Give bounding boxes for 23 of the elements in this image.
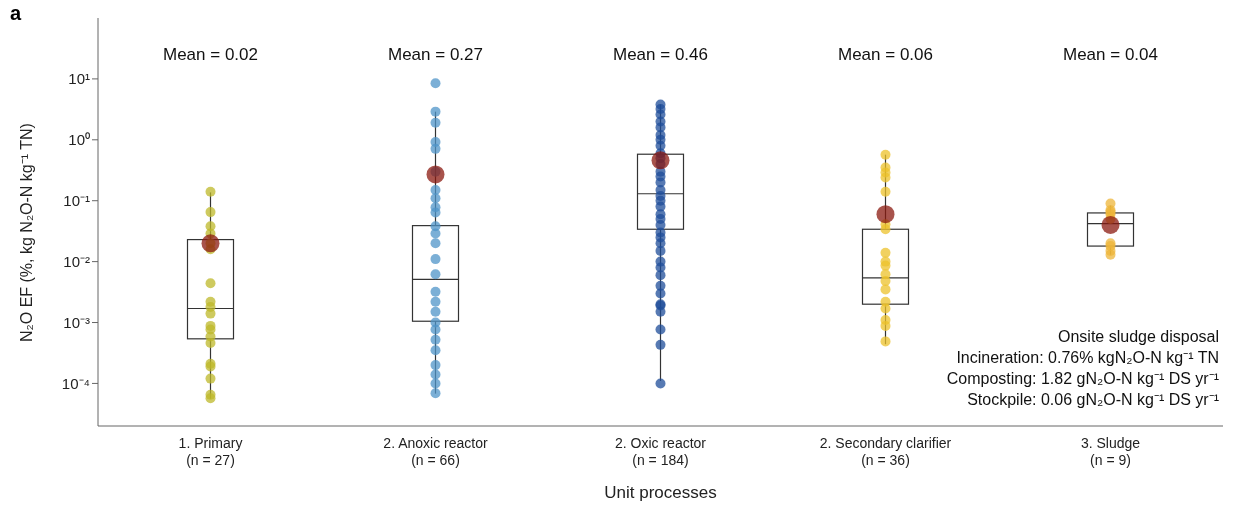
annotation: Mean = 0.02 — [163, 45, 258, 65]
annotation: Onsite sludge disposal — [1057, 327, 1219, 347]
annotation: Mean = 0.46 — [613, 45, 708, 65]
text: a — [10, 2, 22, 25]
x-tick-label: 3. Sludge (n = 9) — [1080, 435, 1141, 468]
annotation: Mean = 0.04 — [1063, 45, 1158, 65]
annotation: Incineration: 0.76% kgN₂O-N kg⁻¹ TN — [955, 348, 1219, 368]
y-tick-label: 10⁻⁴ — [61, 374, 90, 392]
x-tick-label: 1. Primary (n = 27) — [178, 435, 243, 468]
x-tick-label: 2. Oxic reactor (n = 184) — [614, 435, 707, 468]
y-tick-label: 10⁻² — [63, 252, 90, 270]
x-axis-title: Unit processes — [604, 483, 717, 502]
annotation: Mean = 0.06 — [838, 45, 933, 65]
y-tick-label: 10¹ — [68, 70, 90, 88]
y-tick-label: 10⁻³ — [63, 313, 90, 331]
x-tick-label: 2. Anoxic reactor (n = 66) — [383, 435, 488, 468]
y-tick-label: 10⁻¹ — [63, 192, 90, 210]
annotation: Stockpile: 0.06 gN₂O-N kg⁻¹ DS yr⁻¹ — [966, 390, 1219, 410]
y-axis-title: N₂O EF (%, kg N₂O-N kg⁻¹ TN) — [17, 123, 35, 342]
y-tick-label: 10⁰ — [68, 131, 90, 149]
x-tick-label: 2. Secondary clarifier (n = 36) — [819, 435, 952, 468]
annotation: Composting: 1.82 gN₂O-N kg⁻¹ DS yr⁻¹ — [946, 369, 1219, 389]
annotation: Mean = 0.27 — [388, 45, 483, 65]
